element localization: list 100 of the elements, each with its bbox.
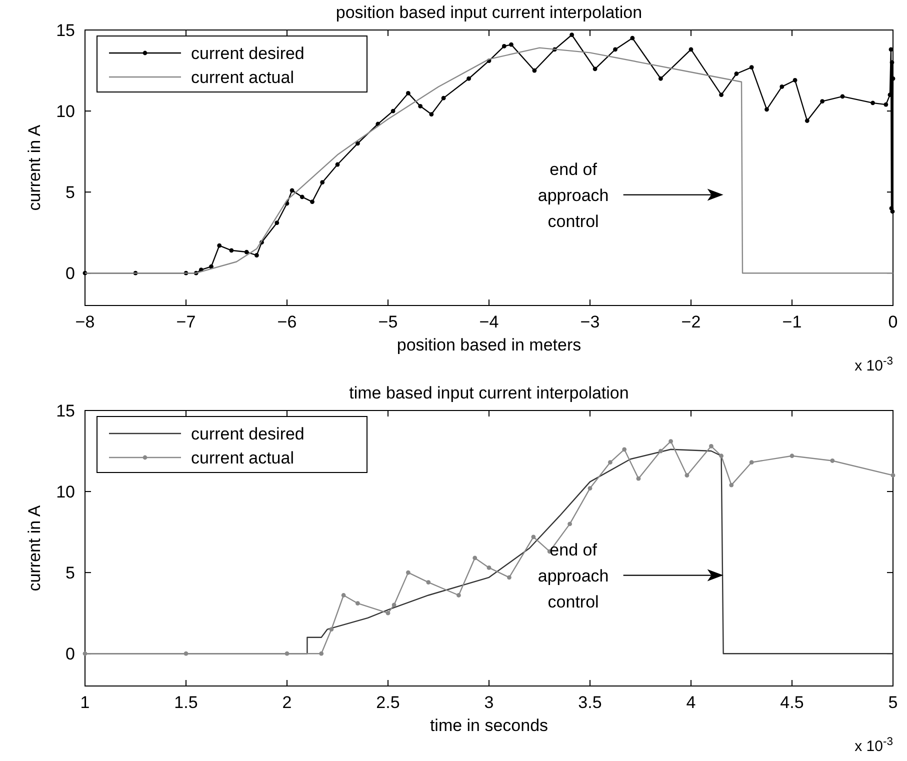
point (229, 248, 234, 253)
x-axis-title: time in seconds (430, 716, 548, 735)
legend-label: current actual (191, 68, 294, 87)
point (592, 66, 598, 72)
y-tick-label: 0 (66, 644, 75, 664)
legend-label: current actual (191, 448, 294, 468)
x-tick-label: 1 (80, 693, 90, 712)
point (392, 602, 396, 608)
point (764, 107, 769, 112)
point (244, 250, 249, 254)
legend-label: current desired (191, 424, 304, 444)
point (429, 112, 434, 116)
x-tick-label: 5 (888, 693, 898, 712)
point (890, 473, 896, 478)
point (622, 447, 627, 452)
y-tick-label: 15 (56, 21, 75, 40)
x-tick-label: 4 (686, 693, 696, 712)
point (840, 94, 845, 99)
x-axis-title: position based in meters (396, 336, 582, 354)
point (636, 476, 641, 481)
x-tick-label: 3.5 (578, 693, 602, 712)
point (217, 243, 222, 248)
point (568, 522, 572, 526)
point (310, 200, 314, 204)
x-tick-label: −5 (378, 312, 398, 332)
point (588, 486, 592, 490)
point (386, 610, 390, 616)
point (608, 460, 612, 465)
point (356, 141, 360, 146)
point (719, 454, 724, 458)
y-tick-label: 0 (66, 264, 75, 284)
point (658, 448, 663, 454)
x-tick-label: 4.5 (780, 693, 804, 712)
point (335, 162, 340, 167)
point (870, 100, 875, 106)
chart-title: position based input current interpolation (336, 3, 642, 22)
point (290, 188, 294, 193)
x-tick-label: −1 (782, 312, 802, 332)
point (472, 556, 478, 560)
x-tick-label: −2 (681, 312, 701, 332)
point (532, 68, 537, 73)
text: x 10$^{-3}$ (854, 356, 893, 374)
x-tick-label: −3 (580, 312, 600, 332)
point (820, 99, 824, 104)
point (319, 651, 324, 656)
point (274, 220, 280, 226)
chart-title: time based input current interpolation (349, 384, 629, 402)
point (466, 76, 471, 81)
point (184, 651, 188, 656)
point (668, 439, 673, 444)
point (456, 593, 461, 598)
point (320, 180, 325, 185)
point (329, 627, 334, 632)
point (734, 72, 739, 76)
point (630, 36, 635, 40)
point (780, 84, 784, 89)
point (507, 575, 512, 580)
point (284, 651, 290, 656)
point (729, 482, 734, 488)
x-tick-label: 2.5 (376, 693, 400, 712)
y-axis-title: current in A (25, 124, 44, 211)
y-tick-label: 10 (56, 102, 75, 122)
y-tick-label: 15 (56, 402, 75, 420)
x-tick-label: −6 (277, 312, 297, 332)
point (390, 108, 396, 114)
point (509, 42, 514, 47)
point (254, 253, 259, 258)
point (719, 92, 724, 98)
y-tick-label: 5 (66, 183, 75, 202)
point (570, 32, 574, 38)
point (426, 580, 431, 584)
point (749, 65, 754, 70)
point (709, 444, 714, 448)
point (406, 91, 410, 96)
point (300, 194, 304, 200)
point (406, 570, 410, 575)
point (356, 601, 360, 606)
text: x 10$^{-3}$ (854, 736, 893, 755)
point (341, 593, 346, 598)
point (613, 47, 618, 52)
point (502, 44, 506, 48)
x-tick-label: −7 (176, 312, 196, 332)
point (830, 458, 835, 463)
annotation: end of approach control (538, 540, 609, 612)
point (804, 118, 810, 123)
x-tick-label: 1.5 (174, 693, 198, 712)
point (486, 565, 492, 570)
x-tick-label: 2 (282, 693, 292, 712)
y-tick-label: 10 (56, 482, 75, 502)
point (531, 534, 536, 540)
point (441, 96, 446, 100)
point (749, 460, 754, 465)
point (884, 102, 888, 107)
point (658, 76, 663, 81)
point (890, 209, 895, 214)
point (418, 104, 423, 108)
x-tick-label: 0 (888, 312, 898, 332)
point (790, 454, 794, 458)
x-tick-label: −8 (75, 312, 95, 332)
point (688, 47, 694, 52)
